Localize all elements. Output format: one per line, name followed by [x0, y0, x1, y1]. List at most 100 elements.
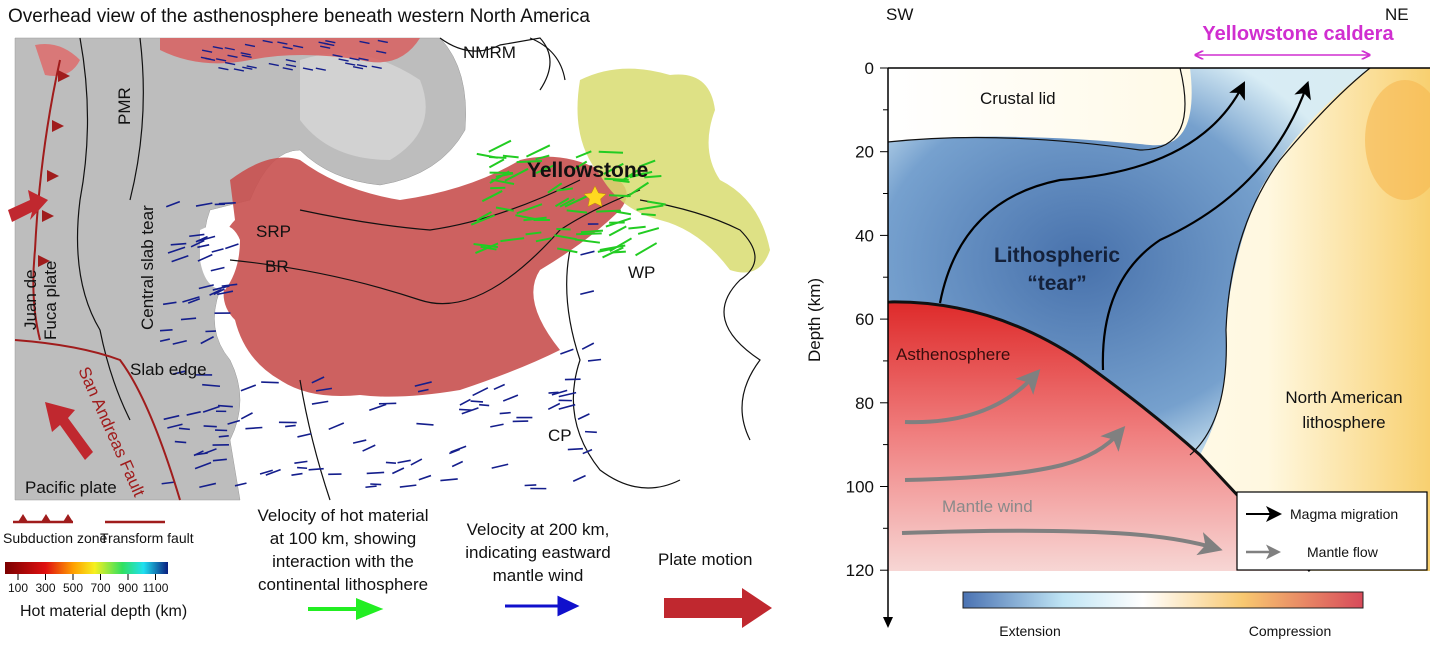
blue-vector: [159, 338, 171, 343]
blue-vector: [261, 381, 279, 384]
blue-vector: [200, 56, 212, 61]
hot-material-vectors: [470, 139, 666, 259]
depth-axis-arrow-icon: [883, 617, 893, 628]
blue-vector: [524, 484, 537, 487]
subduction-zone-line: [32, 59, 61, 341]
blue-vector: [318, 41, 329, 45]
blue-vector: [172, 340, 187, 345]
plate-motion-arrow-icon: [664, 588, 772, 628]
blue-vector: [359, 40, 370, 45]
blue-vector: [212, 285, 230, 291]
colorbar-tick-label: 700: [90, 581, 110, 595]
cross-section-panel: SW NE Yellowstone caldera Crustal lid Li…: [805, 5, 1430, 639]
blue-vector: [414, 381, 432, 387]
blue-vector: [320, 45, 331, 49]
blue-vector: [244, 43, 256, 48]
blue-vector: [315, 67, 326, 71]
san-andreas-fault-line: [14, 339, 181, 501]
blue-vector: [580, 290, 595, 296]
map-legend: Subduction zone Transform fault 100 300 50…: [3, 506, 772, 628]
green-vector: [641, 212, 656, 217]
blue-vector: [297, 432, 312, 438]
colorbar-compression: Compression: [1249, 623, 1331, 639]
green-vector: [629, 170, 653, 179]
depth-tick-label: 40: [855, 226, 874, 245]
blue-vector: [297, 466, 308, 470]
blue-vector: [493, 383, 506, 391]
blue-vector: [311, 400, 329, 405]
depth-tick-label: 100: [846, 478, 874, 497]
blue-vector: [195, 202, 213, 207]
slab-highlight: [300, 53, 426, 161]
green-vector: [598, 150, 624, 154]
depth-axis-label: Depth (km): [805, 278, 824, 362]
blue-vector: [227, 54, 238, 58]
depth-tick-label: 0: [865, 59, 874, 78]
green-vector: [626, 181, 650, 198]
blue-vector: [215, 58, 227, 62]
green-vector: [488, 158, 505, 169]
blue-vector: [580, 250, 595, 256]
blue-vector: [227, 419, 241, 425]
blue-vector: [195, 235, 208, 243]
blue-vector: [325, 39, 336, 44]
blue-vector: [285, 58, 296, 63]
blue-vector: [479, 403, 490, 407]
green-vector: [621, 169, 639, 182]
blue-vector: [416, 422, 434, 426]
green-vector: [495, 206, 514, 212]
blue-vector: [399, 484, 417, 488]
green-vector: [608, 225, 627, 237]
blue-legend-line: Velocity at 200 km,: [467, 520, 610, 539]
blue-vector: [162, 301, 177, 306]
label-wp: WP: [628, 263, 655, 282]
depth-tick-label: 20: [855, 143, 874, 162]
blue-vector: [338, 58, 349, 62]
subduction-teeth: [38, 70, 70, 267]
blue-vector: [224, 47, 235, 51]
green-vector: [628, 225, 646, 230]
green-legend-line: interaction with the: [272, 552, 414, 571]
green-vector: [535, 164, 555, 174]
blue-vector: [194, 461, 212, 470]
blue-vector: [282, 67, 293, 71]
depth-tick-label: 120: [846, 561, 874, 580]
blue-vector: [418, 474, 432, 481]
blue-vector: [180, 317, 197, 321]
blue-vector: [174, 440, 187, 444]
depth-colorbar: [5, 562, 168, 574]
blue-vector: [170, 242, 187, 246]
blue-vector: [203, 425, 217, 428]
blue-vector: [587, 358, 602, 362]
blue-vector: [246, 65, 257, 69]
blue-vector: [410, 458, 423, 466]
label-juan-de-fuca-1: Juan de: [21, 270, 40, 331]
blue-vector: [376, 50, 387, 54]
blue-vector: [440, 478, 458, 482]
colorbar-tick-label: 1100: [143, 581, 169, 595]
cross-section-legend: Magma migration Mantle flow: [1236, 491, 1428, 571]
colorbar-extension: Extension: [999, 623, 1060, 639]
blue-legend-line: mantle wind: [493, 566, 584, 585]
hot-material-north: [160, 38, 420, 64]
blue-vector: [182, 296, 200, 303]
green-vector: [516, 160, 543, 164]
label-ne: NE: [1385, 5, 1409, 24]
blue-vector: [233, 68, 245, 72]
blue-vector: [491, 463, 509, 469]
colorbar-tick-label: 900: [118, 581, 138, 595]
blue-vector: [392, 467, 405, 475]
blue-vector: [190, 239, 205, 248]
blue-vector: [582, 448, 593, 455]
blue-vector: [193, 450, 204, 457]
green-vector: [559, 197, 576, 208]
blue-arrow-icon: [505, 595, 580, 617]
blue-vector: [240, 384, 257, 392]
label-asthenosphere: Asthenosphere: [896, 345, 1010, 364]
blue-vector: [163, 414, 180, 421]
colorbar-label: Hot material depth (km): [20, 603, 187, 620]
blue-vector: [204, 448, 217, 455]
blue-vector: [178, 427, 190, 431]
label-sw: SW: [886, 5, 913, 24]
